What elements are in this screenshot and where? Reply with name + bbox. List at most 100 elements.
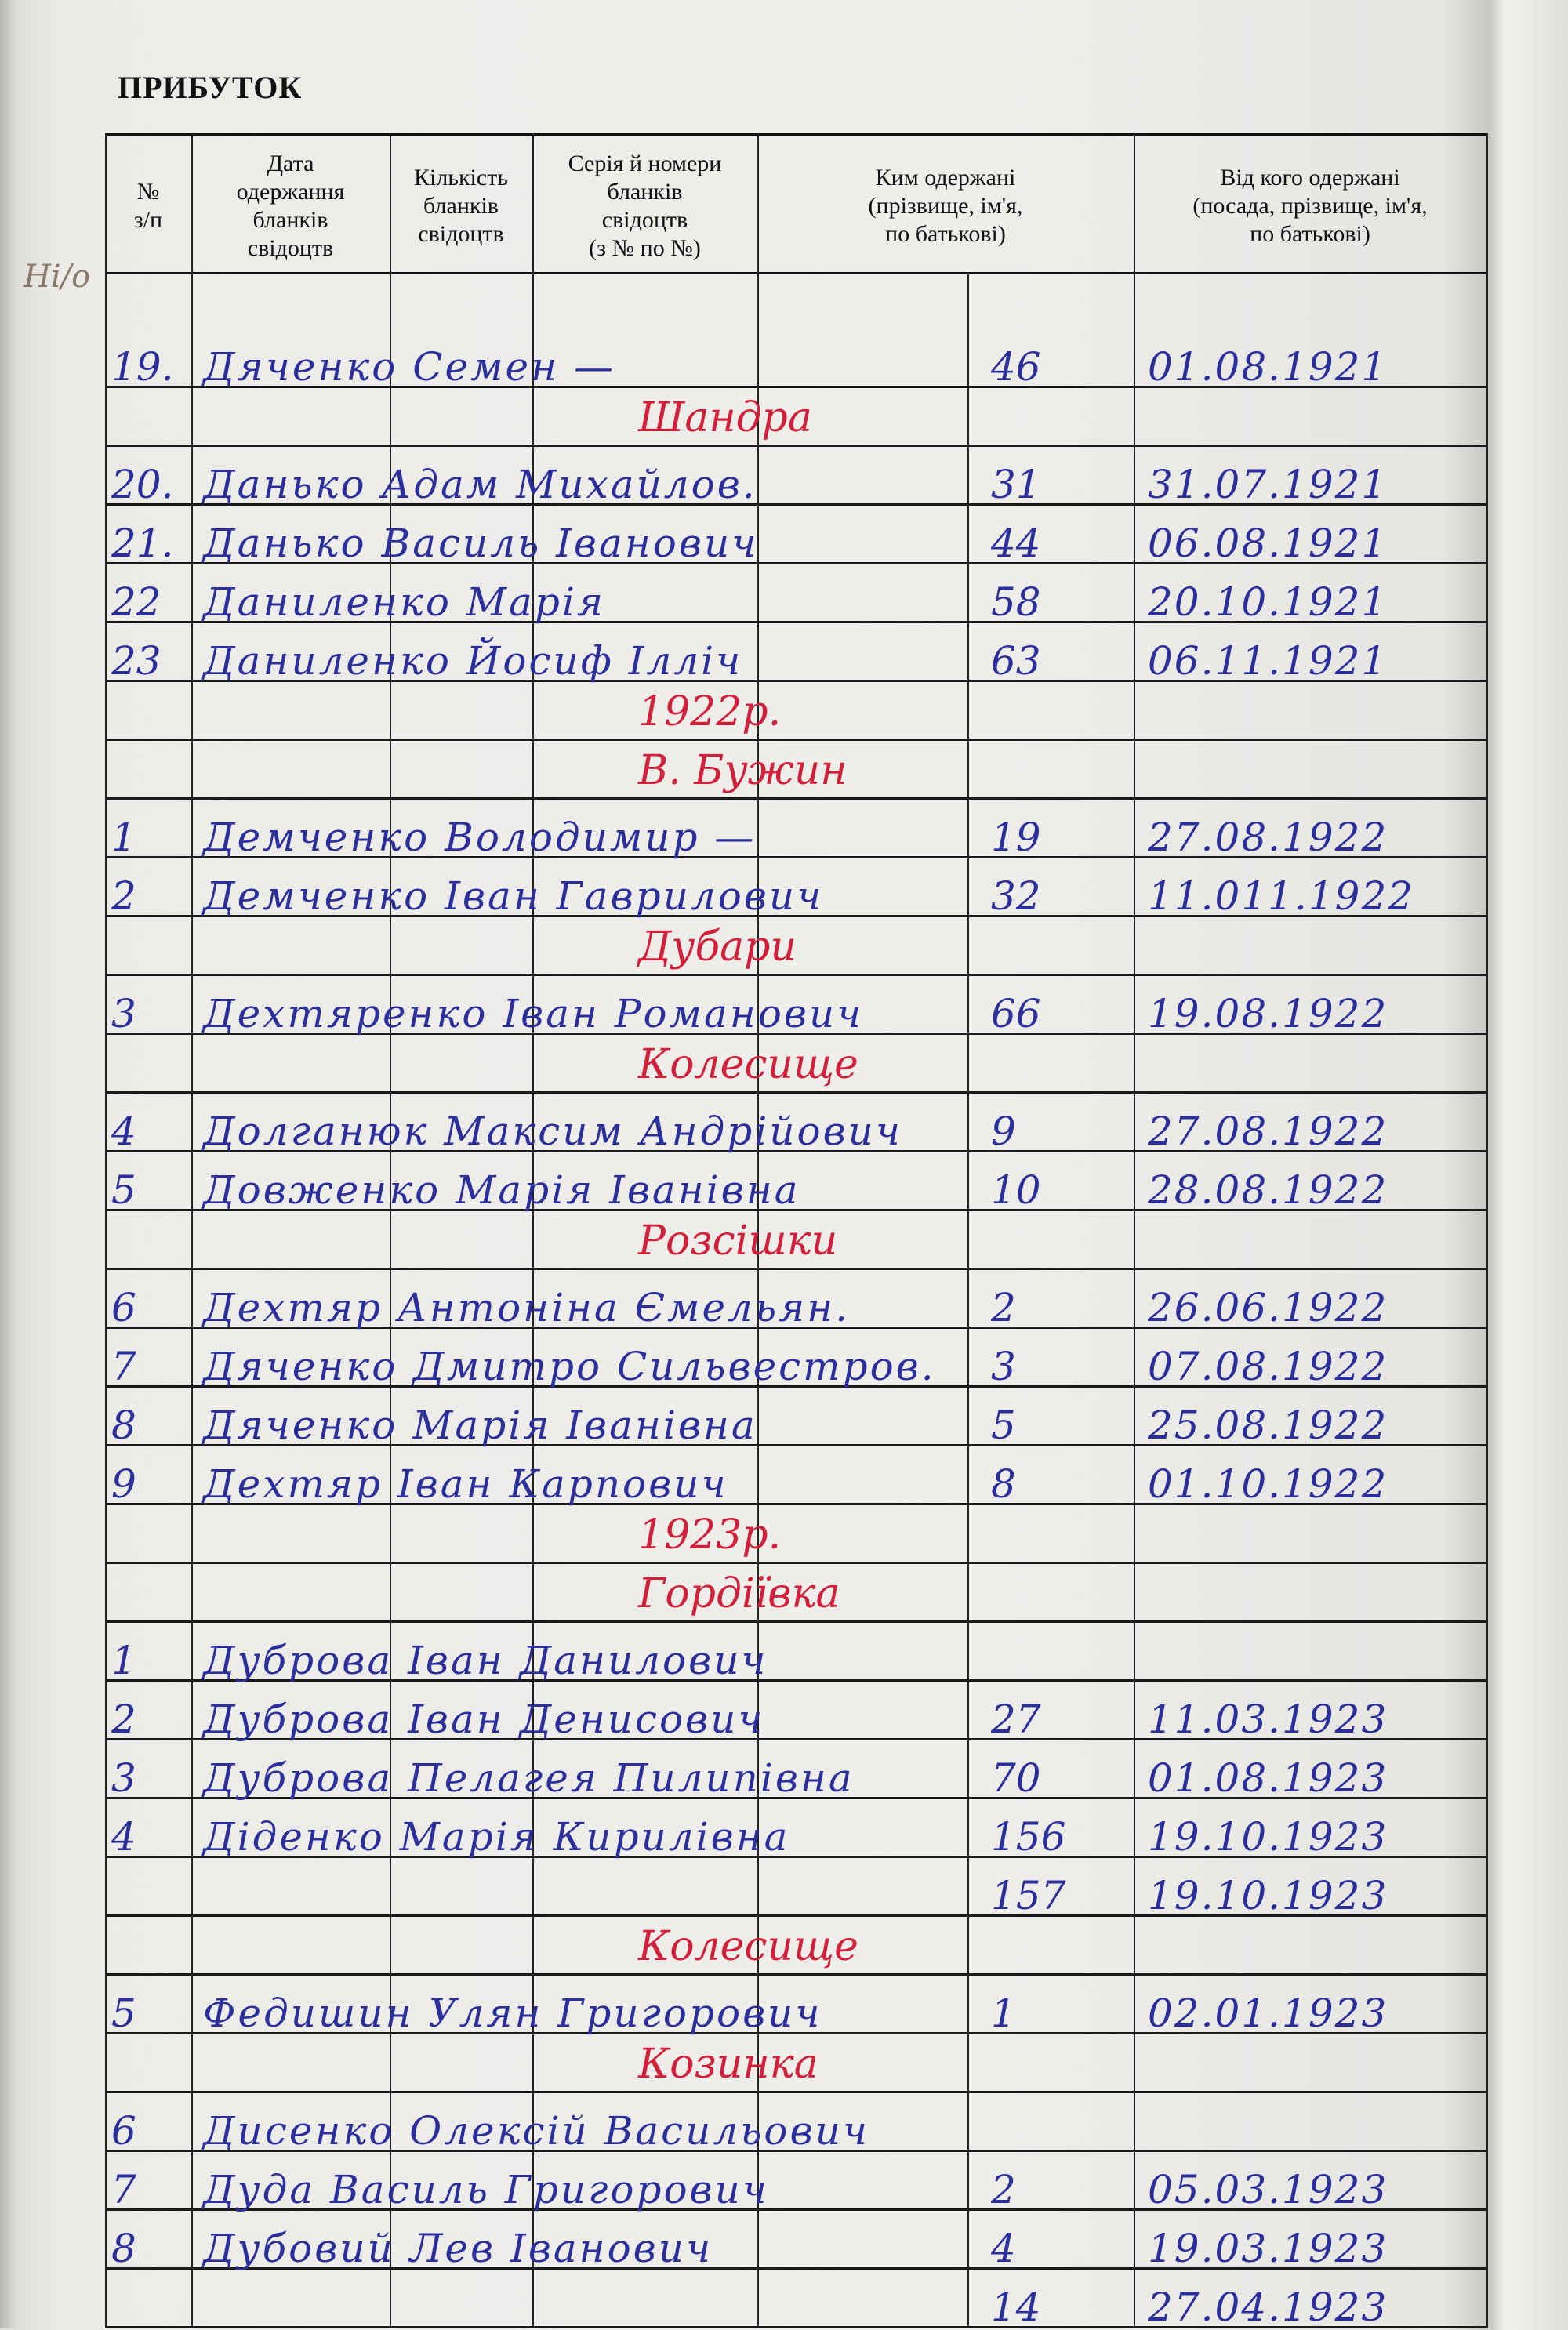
entry-name: Дуброва Іван Денисович	[203, 1697, 765, 1742]
entry-number: 4	[111, 1814, 136, 1860]
entry-date: 01.08.1921	[1148, 344, 1388, 390]
ledger-entry: 2 Демченко Іван Гаврилович 32 11.011.1922	[105, 861, 1488, 916]
ledger-entry: 6 Дисенко Олексій Васильович	[105, 2096, 1488, 2150]
ledger-entry: 3 Дехтяренко Іван Романович 66 19.08.1922	[105, 978, 1488, 1033]
entry-date: 28.08.1922	[1148, 1167, 1388, 1213]
ledger-entry: 7 Дяченко Дмитро Сильвестров. 3 07.08.1922	[105, 1331, 1488, 1386]
row-rules	[105, 329, 1488, 2328]
entry-date: 25.08.1922	[1148, 1403, 1388, 1448]
entry-number: 2	[111, 873, 136, 919]
entry-quantity: 66	[991, 991, 1041, 1036]
entry-name: Дуда Василь Григорович	[203, 2167, 769, 2212]
entry-quantity: 4	[991, 2226, 1016, 2271]
ledger-entry: 4 Діденко Марія Кирилівна 156 19.10.1923	[105, 1802, 1488, 1856]
header-top-rule	[105, 133, 1488, 136]
entry-number: 6	[111, 1285, 136, 1330]
header-number: № з/п	[133, 178, 163, 233]
entry-name: Діденко Марія Кирилівна	[203, 1814, 790, 1860]
column-divider	[105, 133, 107, 2328]
column-divider	[757, 133, 759, 2328]
entry-quantity: 156	[991, 1814, 1066, 1860]
ledger-entry: 22 Даниленко Марія 58 20.10.1921	[105, 567, 1488, 622]
entry-name: Долганюк Максим Андрійович	[203, 1109, 902, 1154]
column-divider	[1486, 133, 1488, 2328]
entry-date: 07.08.1922	[1148, 1344, 1388, 1389]
entry-quantity: 58	[991, 579, 1041, 625]
ledger-entry: 6 Дехтяр Антоніна Ємельян. 2 26.06.1922	[105, 1272, 1488, 1327]
place-heading: Колесище	[638, 1041, 858, 1088]
entry-date: 11.011.1922	[1148, 873, 1415, 919]
entry-quantity: 2	[991, 2167, 1016, 2212]
column-divider	[1134, 133, 1135, 2328]
entry-number: 5	[111, 1167, 136, 1213]
place-heading: Колесище	[638, 1923, 858, 1970]
ledger-entry: 3 Дуброва Пелагея Пилипівна 70 01.08.1923	[105, 1743, 1488, 1798]
entry-date: 27.08.1922	[1148, 1109, 1388, 1154]
entry-number: 3	[111, 1755, 136, 1801]
entry-quantity: 63	[991, 638, 1041, 684]
book-spine-edge	[0, 0, 17, 2328]
entry-number: 20.	[111, 462, 174, 507]
entry-number: 3	[111, 991, 136, 1036]
entry-name: Дяченко Дмитро Сильвестров.	[203, 1344, 936, 1389]
ledger-entry: 2 Дуброва Іван Денисович 27 11.03.1923	[105, 1684, 1488, 1739]
column-divider	[390, 133, 391, 2328]
entry-date: 01.10.1922	[1148, 1461, 1388, 1507]
ledger-entry: 20. Данько Адам Михайлов. 31 31.07.1921	[105, 449, 1488, 504]
entry-number: 1	[111, 815, 136, 860]
entry-name: Дубовий Лев Іванович	[203, 2226, 713, 2271]
entry-date: 20.10.1921	[1148, 579, 1388, 625]
ledger-entry: 7 Дуда Василь Григорович 2 05.03.1923	[105, 2154, 1488, 2209]
entry-quantity: 5	[991, 1403, 1016, 1448]
header-bottom-rule	[105, 272, 1488, 274]
ledger-entry: 21. Данько Василь Іванович 44 06.08.1921	[105, 508, 1488, 563]
entry-quantity: 14	[991, 2285, 1041, 2330]
ledger-entry: 5 Федишин Улян Григорович 1 02.01.1923	[105, 1978, 1488, 2033]
entry-name: Довженко Марія Іванівна	[203, 1167, 800, 1213]
entry-date: 19.03.1923	[1148, 2226, 1388, 2271]
entry-name: Дяченко Семен —	[203, 344, 615, 390]
entry-quantity: 10	[991, 1167, 1041, 1213]
entry-name: Демченко Іван Гаврилович	[203, 873, 824, 919]
place-heading: 1922р.	[638, 688, 782, 735]
entry-number: 19.	[111, 344, 174, 390]
entry-number: 7	[111, 1344, 136, 1389]
entry-quantity: 32	[991, 873, 1041, 919]
entry-name: Демченко Володимир —	[203, 815, 757, 860]
ledger-entry: 8 Дубовий Лев Іванович 4 19.03.1923	[105, 2213, 1488, 2268]
entry-date: 19.10.1923	[1148, 1873, 1388, 1918]
entry-quantity: 31	[991, 462, 1041, 507]
entry-date: 19.08.1922	[1148, 991, 1388, 1036]
entry-date: 01.08.1923	[1148, 1755, 1388, 1801]
page-title: ПРИБУТОК	[118, 70, 303, 105]
entry-name: Данько Адам Михайлов.	[203, 462, 757, 507]
entry-name: Дисенко Олексій Васильович	[203, 2108, 869, 2154]
entry-quantity: 9	[991, 1109, 1016, 1154]
entry-quantity: 157	[991, 1873, 1066, 1918]
ledger-entry: 1 Дуброва Іван Данилович	[105, 1625, 1488, 1680]
pencil-note: Ні/о	[24, 259, 91, 295]
ledger-entry: 157 19.10.1923	[105, 1860, 1488, 1915]
entry-date: 26.06.1922	[1148, 1285, 1388, 1330]
column-divider	[191, 133, 193, 2328]
entry-name: Дуброва Іван Данилович	[203, 1638, 768, 1683]
place-heading: Шандра	[638, 394, 812, 441]
entry-quantity: 46	[991, 344, 1041, 390]
entry-date: 02.01.1923	[1148, 1991, 1388, 2036]
entry-name: Данько Василь Іванович	[203, 521, 759, 566]
ledger-entry: 19. Дяченко Семен — 46 01.08.1921	[105, 332, 1488, 387]
header-received-by: Ким одержані (прізвище, ім'я, по батьков…	[868, 164, 1023, 247]
place-heading: Гордіївка	[638, 1570, 840, 1617]
entry-date: 27.04.1923	[1148, 2285, 1388, 2330]
entry-quantity: 3	[991, 1344, 1016, 1389]
entry-number: 2	[111, 1697, 136, 1742]
entry-quantity: 8	[991, 1461, 1016, 1507]
header-date-received: Дата одержання бланків свідоцтв	[236, 150, 345, 261]
entry-date: 11.03.1923	[1148, 1697, 1388, 1742]
entry-number: 5	[111, 1991, 136, 2036]
header-received-from: Від кого одержані (посада, прізвище, ім'…	[1192, 164, 1428, 247]
entry-date: 27.08.1922	[1148, 815, 1388, 860]
entry-quantity: 27	[991, 1697, 1041, 1742]
entry-date: 19.10.1923	[1148, 1814, 1388, 1860]
ledger-entry: 14 27.04.1923	[105, 2272, 1488, 2327]
